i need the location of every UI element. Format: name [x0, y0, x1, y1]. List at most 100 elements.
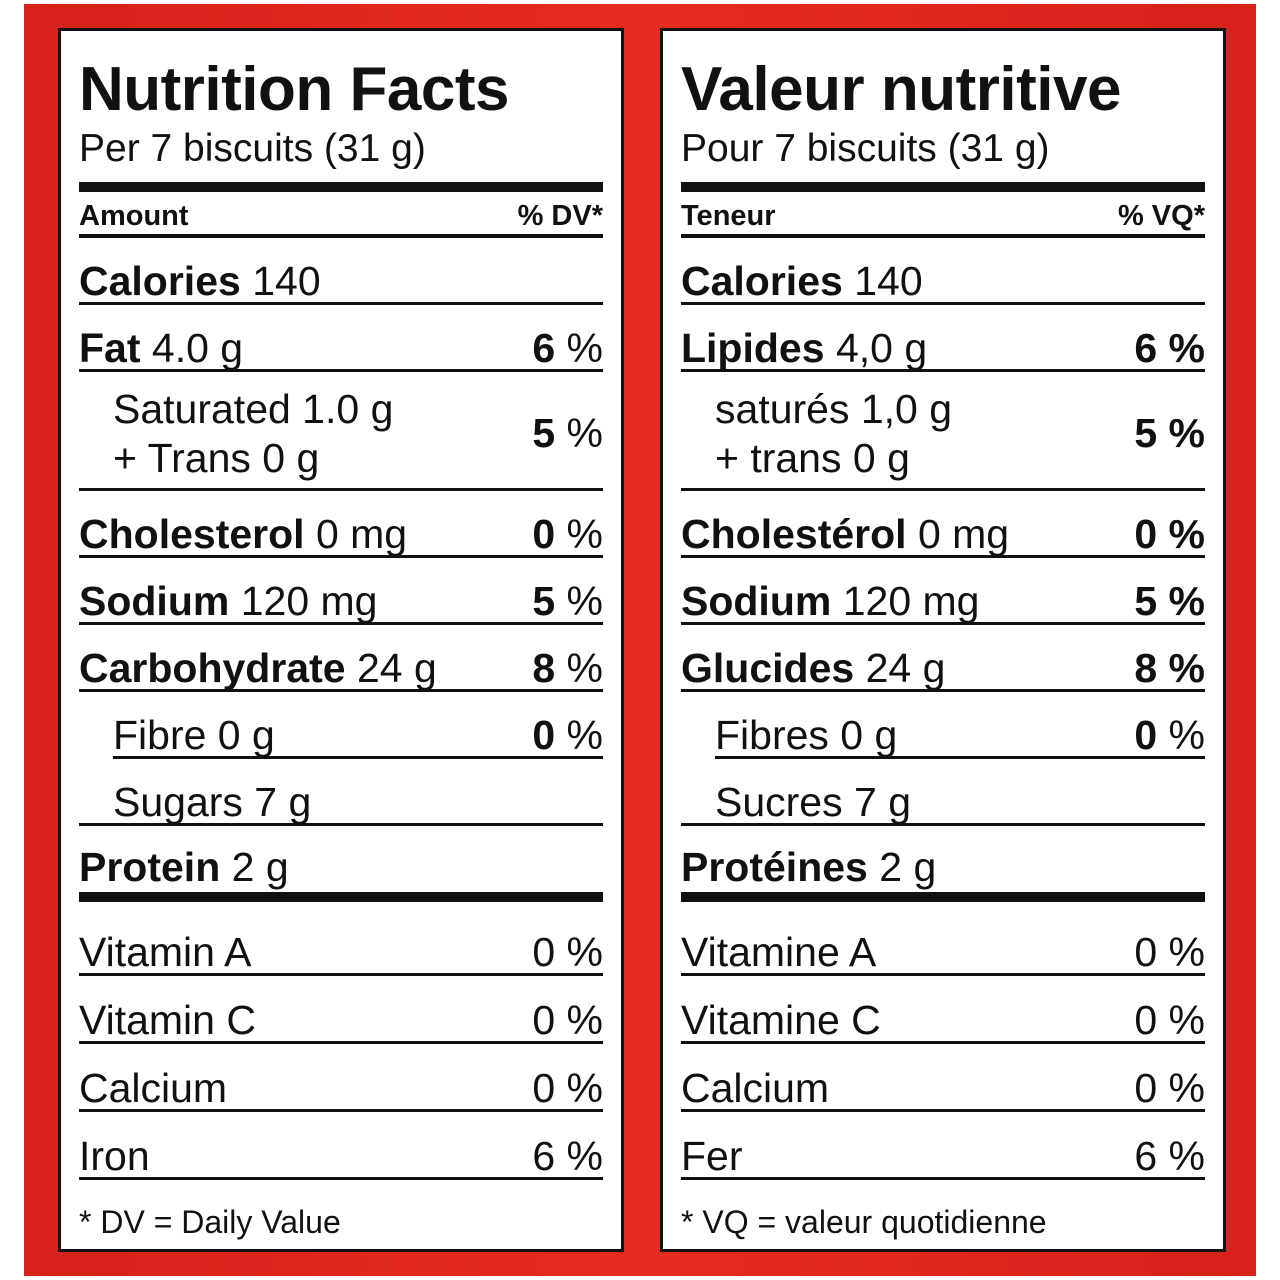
sodium-label: Sodium [681, 578, 832, 624]
sodium-dv: 5 % [1134, 578, 1205, 624]
protein-amount: 2 g [879, 844, 937, 890]
vitamin-c-row: Vitamine C 0 % [681, 976, 1205, 1044]
carbohydrate-label: Glucides [681, 645, 855, 691]
protein-row: Protéines 2 g [681, 826, 1205, 902]
carbohydrate-amount: 24 g [356, 645, 437, 691]
vitamin-c-label: Vitamin C [79, 997, 256, 1043]
iron-label: Iron [79, 1133, 150, 1179]
saturated-trans-row: saturés 1,0 g + trans 0 g 5 % [681, 372, 1205, 491]
panel-title: Valeur nutritive [681, 55, 1121, 124]
fat-label: Lipides [681, 325, 825, 371]
fat-row: Fat 4.0 g 6 % [79, 305, 603, 372]
fat-row: Lipides 4,0 g 6 % [681, 305, 1205, 372]
calories-label: Calories [681, 258, 843, 304]
cholesterol-dv: 0 [532, 511, 556, 557]
fibre-row: Fibre 0 g 0 % [113, 692, 603, 759]
amount-header: Teneur [681, 200, 776, 232]
fibre-label: Fibres 0 g [715, 712, 898, 758]
protein-row: Protein 2 g [79, 826, 603, 902]
vitamin-c-label: Vitamine C [681, 997, 881, 1043]
sodium-amount: 120 mg [240, 578, 378, 624]
vitamin-a-dv: 0 % [532, 929, 603, 975]
sodium-row: Sodium 120 mg 5 % [79, 558, 603, 625]
footnote: * DV = Daily Value [79, 1204, 341, 1240]
vitamin-a-dv: 0 % [1134, 929, 1205, 975]
panel-title: Nutrition Facts [79, 55, 509, 124]
sugars-row: Sugars 7 g [79, 759, 603, 826]
calcium-row: Calcium 0 % [681, 1044, 1205, 1112]
sugars-label: Sugars 7 g [113, 779, 312, 825]
calcium-dv: 0 % [532, 1065, 603, 1111]
vitamin-c-dv: 0 % [532, 997, 603, 1043]
iron-row: Fer 6 % [681, 1112, 1205, 1180]
vitamin-a-row: Vitamin A 0 % [79, 902, 603, 976]
fat-amount: 4.0 g [151, 325, 244, 371]
iron-dv: 6 % [1134, 1133, 1205, 1179]
calories-label: Calories [79, 258, 241, 304]
saturated-label: Saturated 1.0 g [113, 385, 394, 432]
calcium-label: Calcium [681, 1065, 830, 1111]
thick-divider [681, 182, 1205, 192]
column-header-row: Amount % DV* [79, 192, 603, 238]
sugars-row: Sucres 7 g [681, 759, 1205, 826]
vitamin-a-row: Vitamine A 0 % [681, 902, 1205, 976]
carbohydrate-dv: 8 % [1134, 645, 1205, 691]
calories-value: 140 [854, 258, 923, 304]
trans-label: + trans 0 g [715, 435, 910, 481]
cholesterol-row: Cholesterol 0 mg 0 % [79, 491, 603, 558]
fibre-dv: 0 [532, 712, 556, 758]
saturated-dv: 5 [532, 409, 556, 456]
protein-label: Protein [79, 844, 221, 890]
thick-divider [79, 182, 603, 192]
cholesterol-row: Cholestérol 0 mg 0 % [681, 491, 1205, 558]
calories-row: Calories 140 [79, 238, 603, 305]
vitamin-a-label: Vitamine A [681, 929, 877, 975]
dv-header: % DV* [517, 200, 603, 232]
footnote: * VQ = valeur quotidienne [681, 1204, 1047, 1240]
carbohydrate-amount: 24 g [865, 645, 946, 691]
carbohydrate-dv: 8 [532, 645, 556, 691]
fat-amount: 4,0 g [835, 325, 928, 371]
nutrition-facts-panel-fr: Valeur nutritive Pour 7 biscuits (31 g) … [660, 28, 1226, 1252]
sugars-label: Sucres 7 g [715, 779, 911, 825]
serving-size: Per 7 biscuits (31 g) [79, 127, 426, 170]
calcium-row: Calcium 0 % [79, 1044, 603, 1112]
fibre-label: Fibre 0 g [113, 712, 275, 758]
amount-header: Amount [79, 200, 189, 232]
saturated-label: saturés 1,0 g [715, 385, 953, 432]
cholesterol-amount: 0 mg [917, 511, 1010, 557]
iron-row: Iron 6 % [79, 1112, 603, 1180]
sodium-row: Sodium 120 mg 5 % [681, 558, 1205, 625]
carbohydrate-label: Carbohydrate [79, 645, 346, 691]
vitamin-c-dv: 0 % [1134, 997, 1205, 1043]
fibre-dv: 0 [1134, 712, 1158, 758]
saturated-trans-row: Saturated 1.0 g + Trans 0 g 5 % [79, 372, 603, 491]
sodium-amount: 120 mg [842, 578, 980, 624]
cholesterol-label: Cholestérol [681, 511, 907, 557]
sodium-dv: 5 [532, 578, 556, 624]
protein-label: Protéines [681, 844, 868, 890]
sodium-label: Sodium [79, 578, 230, 624]
fat-dv: 6 [532, 325, 556, 371]
fat-dv: 6 % [1134, 325, 1205, 371]
fibre-row: Fibres 0 g 0 % [715, 692, 1205, 759]
saturated-dv: 5 % [1134, 409, 1205, 456]
calcium-dv: 0 % [1134, 1065, 1205, 1111]
iron-label: Fer [681, 1133, 743, 1179]
column-header-row: Teneur % VQ* [681, 192, 1205, 238]
cholesterol-label: Cholesterol [79, 511, 305, 557]
dv-header: % VQ* [1117, 200, 1205, 232]
vitamin-c-row: Vitamin C 0 % [79, 976, 603, 1044]
nutrition-facts-panel-en: Nutrition Facts Per 7 biscuits (31 g) Am… [58, 28, 624, 1252]
cholesterol-amount: 0 mg [315, 511, 408, 557]
cholesterol-dv: 0 % [1134, 511, 1205, 557]
calories-value: 140 [252, 258, 321, 304]
serving-size: Pour 7 biscuits (31 g) [681, 127, 1050, 170]
carbohydrate-row: Carbohydrate 24 g 8 % [79, 625, 603, 692]
vitamin-a-label: Vitamin A [79, 929, 252, 975]
protein-amount: 2 g [231, 844, 289, 890]
fat-label: Fat [79, 325, 141, 371]
calcium-label: Calcium [79, 1065, 228, 1111]
carbohydrate-row: Glucides 24 g 8 % [681, 625, 1205, 692]
trans-label: + Trans 0 g [113, 435, 320, 481]
